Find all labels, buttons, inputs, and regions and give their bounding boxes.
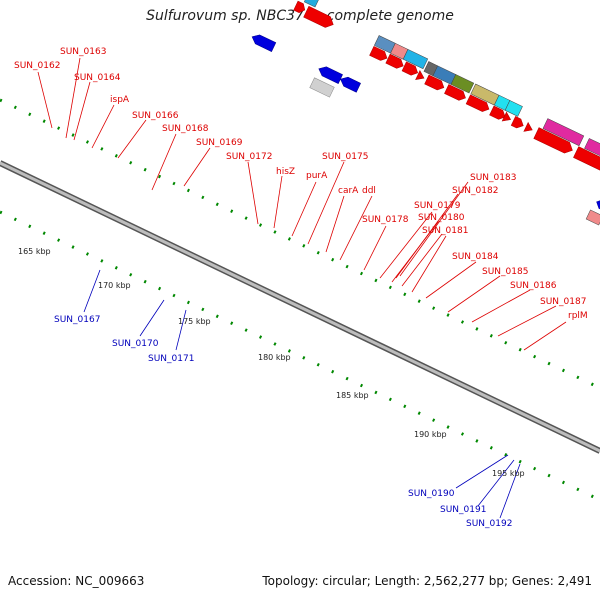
- gene-label: carA: [338, 186, 359, 196]
- cds-arrow: [523, 121, 533, 132]
- gene-label: hisZ: [276, 167, 295, 177]
- kbp-label: 165 kbp: [18, 247, 51, 256]
- gene-label: SUN_0167: [54, 315, 100, 325]
- kbp-label: 195 kbp: [492, 469, 525, 478]
- gene-label: SUN_0169: [196, 138, 243, 148]
- cds-arrow: [401, 61, 419, 76]
- gene-label: SUN_0187: [540, 297, 586, 307]
- top-gene-labels: SUN_0162 SUN_0163 SUN_0164 ispA SUN_0166…: [14, 47, 588, 321]
- gene-label: SUN_0164: [74, 73, 121, 83]
- gene-feature: [402, 49, 429, 70]
- gene-label: SUN_0182: [452, 186, 498, 196]
- bottom-label-leaders: [83, 269, 521, 519]
- gene-feature: [450, 74, 475, 94]
- gene-label: SUN_0181: [422, 226, 468, 236]
- cds-arrow: [369, 46, 388, 61]
- cds-arrow: [293, 0, 306, 13]
- gene-feature: [303, 0, 320, 8]
- gene-label: purA: [306, 171, 328, 181]
- gene-label: SUN_0163: [60, 47, 106, 57]
- gene-label: SUN_0179: [414, 201, 461, 211]
- tick-track-bottom: [0, 210, 600, 502]
- cds-arrow: [501, 111, 512, 122]
- gene-label: SUN_0185: [482, 267, 528, 277]
- gene-label: rplM: [568, 311, 588, 321]
- kbp-label: 175 kbp: [178, 317, 211, 326]
- feature-rows: [251, 0, 600, 226]
- cds-arrow: [415, 70, 425, 80]
- gene-label: SUN_0175: [322, 152, 368, 162]
- gene-feature: [309, 77, 335, 98]
- cds-arrow: [489, 105, 506, 120]
- reverse-cds-arrow: [596, 199, 600, 214]
- kbp-label: 185 kbp: [336, 391, 369, 400]
- gene-label: SUN_0166: [132, 111, 179, 121]
- kbp-label: 190 kbp: [414, 430, 447, 439]
- gene-label: SUN_0192: [466, 519, 512, 529]
- gene-label: ispA: [110, 95, 130, 105]
- kbp-label: 170 kbp: [98, 281, 131, 290]
- bottom-gene-labels: SUN_0167 SUN_0170 SUN_0171 SUN_0190 SUN_…: [54, 315, 512, 529]
- gene-label: SUN_0180: [418, 213, 465, 223]
- gene-label: SUN_0170: [112, 339, 159, 349]
- accession-text: Accession: NC_009663: [8, 574, 145, 588]
- gene-label: SUN_0172: [226, 152, 272, 162]
- cds-arrow: [424, 74, 445, 91]
- gene-label: SUN_0162: [14, 61, 60, 71]
- gene-feature: [584, 138, 600, 169]
- cds-arrow: [465, 94, 490, 112]
- gene-feature: [585, 209, 600, 226]
- kbp-scale-labels: 165 kbp 170 kbp 175 kbp 180 kbp 185 kbp …: [18, 247, 525, 478]
- gene-label: SUN_0171: [148, 354, 194, 364]
- cds-arrow: [510, 116, 524, 129]
- gene-label: SUN_0184: [452, 252, 499, 262]
- gene-feature: [542, 118, 585, 147]
- gene-label: SUN_0191: [440, 505, 486, 515]
- kbp-label: 180 kbp: [258, 353, 291, 362]
- reverse-cds-arrow: [251, 34, 277, 52]
- gene-label: SUN_0183: [470, 173, 516, 183]
- top-label-leaders: [37, 57, 567, 351]
- cds-arrow: [533, 127, 573, 154]
- gene-label: ddl: [362, 186, 376, 196]
- topology-text: Topology: circular; Length: 2,562,277 bp…: [262, 574, 592, 588]
- cds-arrow: [303, 5, 334, 28]
- map-title: Sulfurovum sp. NBC37-1, complete genome: [146, 8, 454, 24]
- tick-track-top: [0, 98, 600, 390]
- cds-arrow: [385, 53, 404, 69]
- gene-label: SUN_0190: [408, 489, 455, 499]
- reverse-cds-arrow: [340, 76, 361, 93]
- cds-arrow: [573, 146, 600, 177]
- backbone-line: [0, 161, 600, 453]
- backbone: [0, 160, 600, 454]
- gene-label: SUN_0178: [362, 215, 409, 225]
- gene-label: SUN_0186: [510, 281, 557, 291]
- gene-label: SUN_0168: [162, 124, 209, 134]
- cds-arrow: [444, 84, 466, 101]
- gene-feature: [504, 100, 523, 117]
- tick-tracks: [0, 98, 600, 502]
